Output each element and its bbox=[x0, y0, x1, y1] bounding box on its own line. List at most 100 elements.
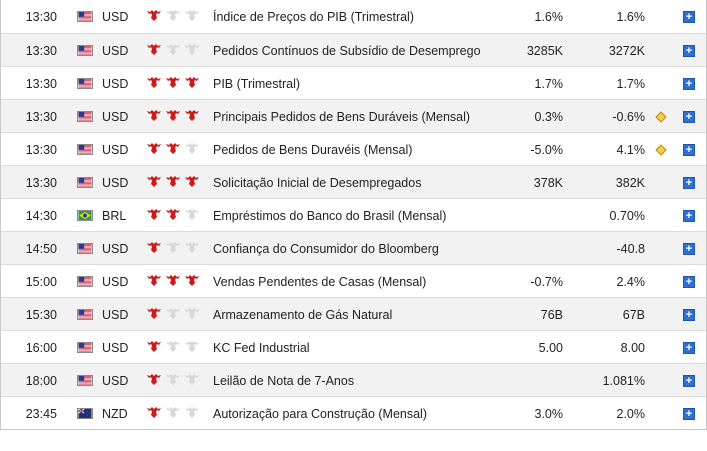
plus-icon[interactable]: + bbox=[683, 407, 695, 420]
event-name[interactable]: Leilão de Nota de 7-Anos bbox=[213, 373, 355, 388]
event-name[interactable]: Solicitação Inicial de Desempregados bbox=[213, 175, 422, 190]
importance-indicator bbox=[146, 298, 202, 331]
importance-indicator bbox=[146, 166, 202, 199]
add-alert-button[interactable]: + bbox=[683, 100, 695, 133]
actual-value: -5.0% bbox=[530, 142, 563, 157]
add-alert-button[interactable]: + bbox=[683, 397, 695, 430]
plus-icon[interactable]: + bbox=[683, 275, 695, 288]
importance-bull-icon bbox=[165, 9, 181, 25]
add-alert-button[interactable]: + bbox=[683, 265, 695, 298]
event-time: 16:00 bbox=[25, 340, 57, 355]
event-name[interactable]: Pedidos de Bens Duravéis (Mensal) bbox=[213, 142, 413, 157]
event-time: 13:30 bbox=[25, 43, 57, 58]
event-name[interactable]: Empréstimos do Banco do Brasil (Mensal) bbox=[213, 208, 447, 223]
forecast-value: 382K bbox=[615, 175, 645, 190]
importance-bull-icon bbox=[165, 76, 181, 92]
importance-bull-icon bbox=[184, 241, 200, 257]
revision-marker bbox=[655, 34, 667, 67]
event-name[interactable]: Vendas Pendentes de Casas (Mensal) bbox=[213, 274, 427, 289]
forecast-value: 1.6% bbox=[616, 9, 646, 24]
importance-bull-icon bbox=[146, 9, 162, 25]
plus-icon[interactable]: + bbox=[683, 143, 695, 156]
add-alert-button[interactable]: + bbox=[683, 133, 695, 166]
us-flag-icon bbox=[77, 298, 93, 331]
importance-bull-icon bbox=[165, 340, 181, 356]
calendar-row: 14:30 BRL Empréstimos do Banco do Brasil (… bbox=[1, 198, 706, 231]
us-flag-icon bbox=[77, 100, 93, 133]
forecast-value: 3272K bbox=[608, 43, 645, 58]
calendar-row: 13:30 USD Pedidos Contínuos de Subsídio de… bbox=[1, 33, 706, 66]
actual-value: -0.7% bbox=[530, 274, 563, 289]
revision-marker bbox=[655, 331, 667, 364]
event-time: 15:00 bbox=[25, 274, 57, 289]
us-flag-icon bbox=[77, 34, 93, 67]
importance-bull-icon bbox=[146, 175, 162, 191]
plus-icon[interactable]: + bbox=[683, 308, 695, 321]
revision-marker bbox=[655, 67, 667, 100]
importance-indicator bbox=[146, 34, 202, 67]
importance-indicator bbox=[146, 232, 202, 265]
event-name[interactable]: Confiança do Consumidor do Bloomberg bbox=[213, 241, 439, 256]
add-alert-button[interactable]: + bbox=[683, 199, 695, 232]
event-name[interactable]: Autorização para Construção (Mensal) bbox=[213, 406, 427, 421]
importance-bull-icon bbox=[165, 307, 181, 323]
actual-value: 1.7% bbox=[534, 76, 564, 91]
importance-bull-icon bbox=[184, 208, 200, 224]
currency-code: USD bbox=[102, 76, 129, 91]
actual-value: 1.6% bbox=[534, 9, 564, 24]
event-name[interactable]: PIB (Trimestral) bbox=[213, 76, 301, 91]
importance-bull-icon bbox=[165, 109, 181, 125]
plus-icon[interactable]: + bbox=[683, 10, 695, 23]
forecast-value: -0.6% bbox=[612, 109, 645, 124]
plus-icon[interactable]: + bbox=[683, 209, 695, 222]
importance-bull-icon bbox=[146, 109, 162, 125]
event-name[interactable]: Armazenamento de Gás Natural bbox=[213, 307, 393, 322]
currency-code: USD bbox=[102, 175, 129, 190]
add-alert-button[interactable]: + bbox=[683, 34, 695, 67]
plus-icon[interactable]: + bbox=[683, 176, 695, 189]
event-name[interactable]: Principais Pedidos de Bens Duráveis (Men… bbox=[213, 109, 471, 124]
forecast-value: 1.081% bbox=[602, 373, 645, 388]
event-name[interactable]: Pedidos Contínuos de Subsídio de Desempr… bbox=[213, 43, 481, 58]
importance-bull-icon bbox=[184, 340, 200, 356]
calendar-row: 13:30 USD Pedidos de Bens Duravéis (Mensal… bbox=[1, 132, 706, 165]
forecast-value: 2.0% bbox=[616, 406, 646, 421]
importance-bull-icon bbox=[146, 373, 162, 389]
calendar-row: 13:30 USD Índice de Preços do PIB (Trimest… bbox=[1, 0, 706, 33]
importance-bull-icon bbox=[184, 43, 200, 59]
importance-bull-icon bbox=[165, 373, 181, 389]
plus-icon[interactable]: + bbox=[683, 341, 695, 354]
importance-indicator bbox=[146, 0, 202, 33]
add-alert-button[interactable]: + bbox=[683, 232, 695, 265]
importance-bull-icon bbox=[146, 241, 162, 257]
revision-marker bbox=[655, 265, 667, 298]
revision-marker bbox=[655, 166, 667, 199]
importance-bull-icon bbox=[146, 307, 162, 323]
add-alert-button[interactable]: + bbox=[683, 331, 695, 364]
add-alert-button[interactable]: + bbox=[683, 298, 695, 331]
event-name[interactable]: KC Fed Industrial bbox=[213, 340, 310, 355]
add-alert-button[interactable]: + bbox=[683, 166, 695, 199]
importance-indicator bbox=[146, 397, 202, 430]
importance-bull-icon bbox=[146, 340, 162, 356]
plus-icon[interactable]: + bbox=[683, 110, 695, 123]
plus-icon[interactable]: + bbox=[683, 374, 695, 387]
importance-bull-icon bbox=[165, 208, 181, 224]
calendar-row: 13:30 USD PIB (Trimestral) 1.7% 1.7% + bbox=[1, 66, 706, 99]
event-name[interactable]: Índice de Preços do PIB (Trimestral) bbox=[213, 9, 414, 24]
plus-icon[interactable]: + bbox=[683, 77, 695, 90]
add-alert-button[interactable]: + bbox=[683, 364, 695, 397]
event-time: 14:30 bbox=[25, 208, 57, 223]
revision-marker bbox=[655, 397, 667, 430]
currency-code: BRL bbox=[102, 208, 127, 223]
plus-icon[interactable]: + bbox=[683, 44, 695, 57]
event-time: 13:30 bbox=[25, 175, 57, 190]
add-alert-button[interactable]: + bbox=[683, 67, 695, 100]
plus-icon[interactable]: + bbox=[683, 242, 695, 255]
add-alert-button[interactable]: + bbox=[683, 0, 695, 33]
nz-flag-icon bbox=[77, 397, 93, 430]
importance-bull-icon bbox=[165, 274, 181, 290]
importance-bull-icon bbox=[184, 373, 200, 389]
calendar-row: 13:30 USD Solicitação Inicial de Desempreg… bbox=[1, 165, 706, 198]
calendar-row: 14:50 USD Confiança do Consumidor do Bloom… bbox=[1, 231, 706, 264]
